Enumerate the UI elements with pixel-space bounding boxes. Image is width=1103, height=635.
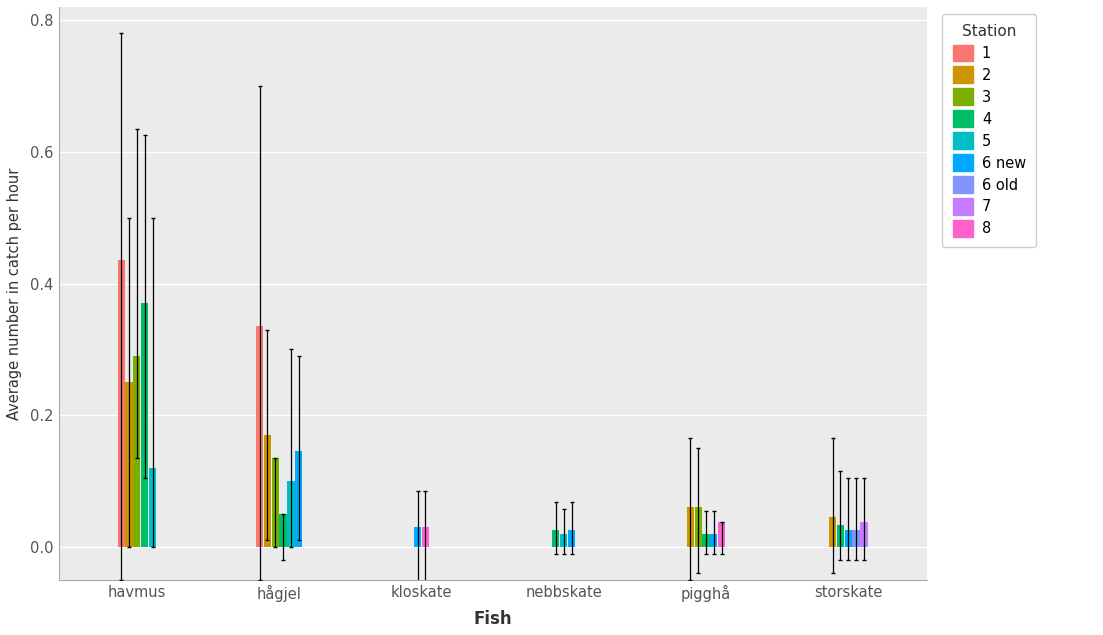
Bar bbox=[133, 356, 140, 547]
Bar bbox=[264, 435, 271, 547]
Bar bbox=[414, 527, 421, 547]
Bar bbox=[845, 530, 852, 547]
Bar bbox=[829, 518, 836, 547]
Bar bbox=[853, 530, 859, 547]
Bar bbox=[118, 260, 125, 547]
Bar bbox=[421, 527, 429, 547]
Y-axis label: Average number in catch per hour: Average number in catch per hour bbox=[7, 167, 22, 420]
Bar bbox=[687, 507, 694, 547]
Bar bbox=[287, 481, 295, 547]
X-axis label: Fish: Fish bbox=[473, 610, 512, 628]
Bar bbox=[553, 530, 559, 547]
Bar bbox=[860, 522, 868, 547]
Bar bbox=[126, 382, 132, 547]
Bar bbox=[141, 304, 148, 547]
Bar bbox=[718, 522, 726, 547]
Bar bbox=[560, 534, 567, 547]
Bar bbox=[703, 534, 709, 547]
Bar bbox=[837, 525, 844, 547]
Legend: 1, 2, 3, 4, 5, 6 new, 6 old, 7, 8: 1, 2, 3, 4, 5, 6 new, 6 old, 7, 8 bbox=[942, 14, 1037, 247]
Bar bbox=[296, 451, 302, 547]
Bar bbox=[149, 468, 157, 547]
Bar bbox=[710, 534, 717, 547]
Bar bbox=[256, 326, 264, 547]
Bar bbox=[695, 507, 702, 547]
Bar bbox=[279, 514, 287, 547]
Bar bbox=[568, 530, 575, 547]
Bar bbox=[271, 458, 279, 547]
